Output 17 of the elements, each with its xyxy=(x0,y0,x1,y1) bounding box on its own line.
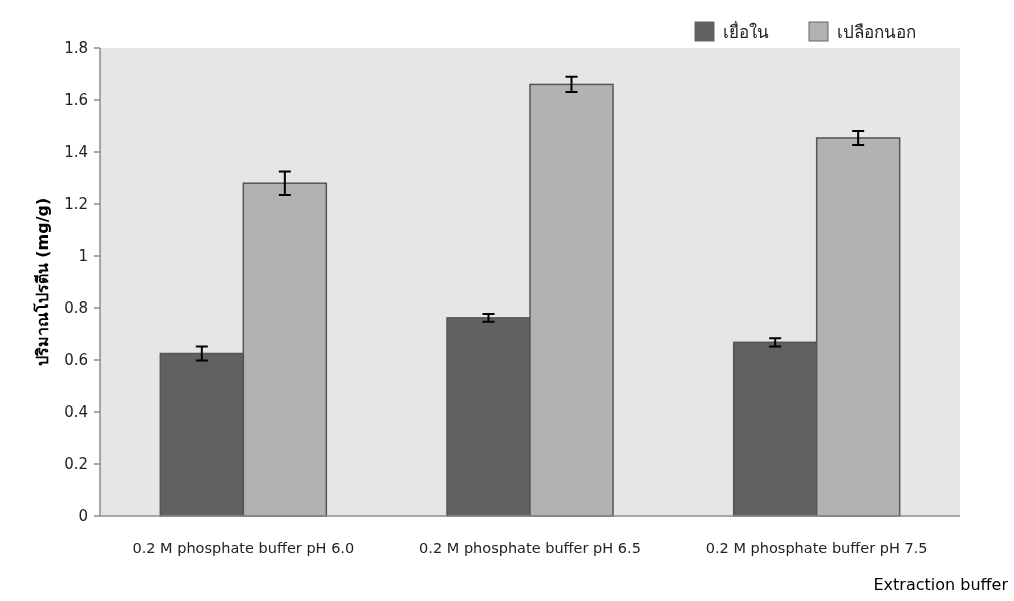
y-tick-label: 0.8 xyxy=(64,299,88,317)
x-axis-title: Extraction buffer xyxy=(873,575,1009,594)
y-tick-label: 1.8 xyxy=(64,39,88,57)
y-tick-label: 1 xyxy=(78,247,88,265)
legend-label: เยื่อใน xyxy=(723,20,769,42)
y-tick-label: 1.2 xyxy=(64,195,88,213)
y-tick-label: 0.4 xyxy=(64,403,88,421)
x-tick-label: 0.2 M phosphate buffer pH 6.0 xyxy=(132,540,355,556)
y-tick-label: 0.2 xyxy=(64,455,88,473)
x-tick-label: 0.2 M phosphate buffer pH 6.5 xyxy=(419,540,641,556)
legend-label: เปลือกนอก xyxy=(837,22,916,42)
y-tick-label: 1.4 xyxy=(64,143,88,161)
x-tick-label: 0.2 M phosphate buffer pH 7.5 xyxy=(705,540,928,556)
y-tick-label: 1.6 xyxy=(64,91,88,109)
y-tick-label: 0 xyxy=(78,507,88,525)
y-axis-title: ปริมาณโปรตีน (mg/g) xyxy=(32,197,52,367)
y-tick-label: 0.6 xyxy=(64,351,88,369)
